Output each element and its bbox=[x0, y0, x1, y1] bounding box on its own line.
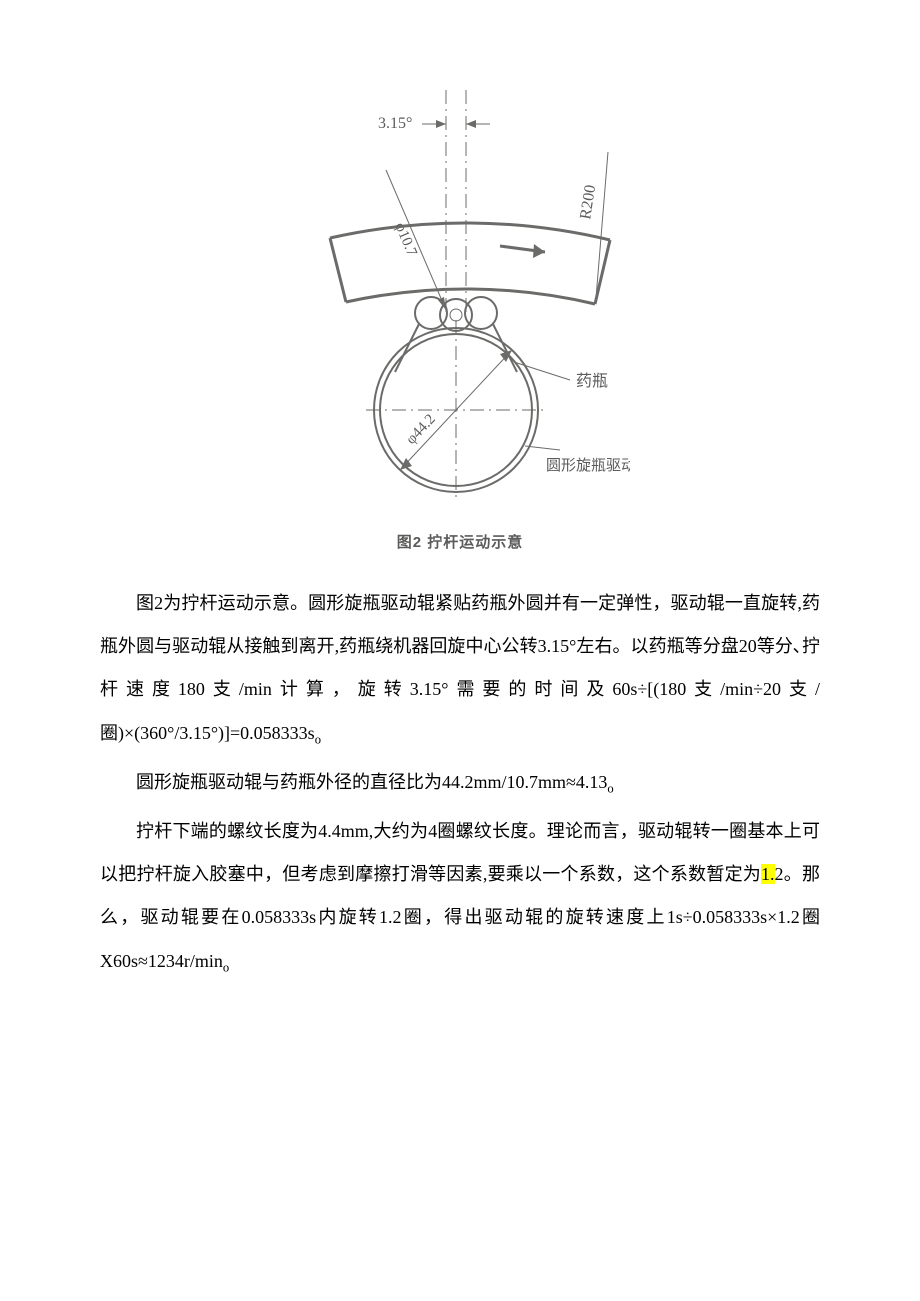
figure-2-diagram: 3.15° R200 φ10.7 bbox=[290, 90, 630, 520]
paragraph-1: 图2为拧杆运动示意。圆形旋瓶驱动辊紧贴药瓶外圆并有一定弹性，驱动辊一直旋转,药瓶… bbox=[100, 582, 820, 755]
figure-2: 3.15° R200 φ10.7 bbox=[100, 90, 820, 552]
sub-o: o bbox=[607, 781, 613, 795]
roller-dia-label: φ44.2 bbox=[403, 411, 439, 447]
paragraph-2: 圆形旋瓶驱动辊与药瓶外径的直径比为44.2mm/10.7mm≈4.13o bbox=[100, 761, 820, 804]
roller-label: 圆形旋瓶驱动辊 bbox=[546, 457, 630, 474]
sub-o: o bbox=[223, 960, 229, 974]
angle-label: 3.15° bbox=[378, 115, 412, 132]
paragraph-3-text-a: 拧杆下端的螺纹长度为4.4mm,大约为4圈螺纹长度。理论而言，驱动辊转一圈基本上… bbox=[100, 821, 820, 884]
arc-radius-label: R200 bbox=[577, 184, 599, 221]
figure-2-caption: 图2 拧杆运动示意 bbox=[100, 531, 820, 552]
paragraph-1-text: 图2为拧杆运动示意。圆形旋瓶驱动辊紧贴药瓶外圆并有一定弹性，驱动辊一直旋转,药瓶… bbox=[100, 593, 820, 743]
paragraph-2-text: 圆形旋瓶驱动辊与药瓶外径的直径比为44.2mm/10.7mm≈4.13 bbox=[136, 772, 607, 792]
page: 3.15° R200 φ10.7 bbox=[0, 0, 920, 1189]
bottle-label: 药瓶 bbox=[576, 372, 608, 390]
paragraph-3: 拧杆下端的螺纹长度为4.4mm,大约为4圈螺纹长度。理论而言，驱动辊转一圈基本上… bbox=[100, 810, 820, 983]
paragraph-3-highlight: 1. bbox=[761, 864, 775, 884]
sub-o: o bbox=[315, 732, 321, 746]
